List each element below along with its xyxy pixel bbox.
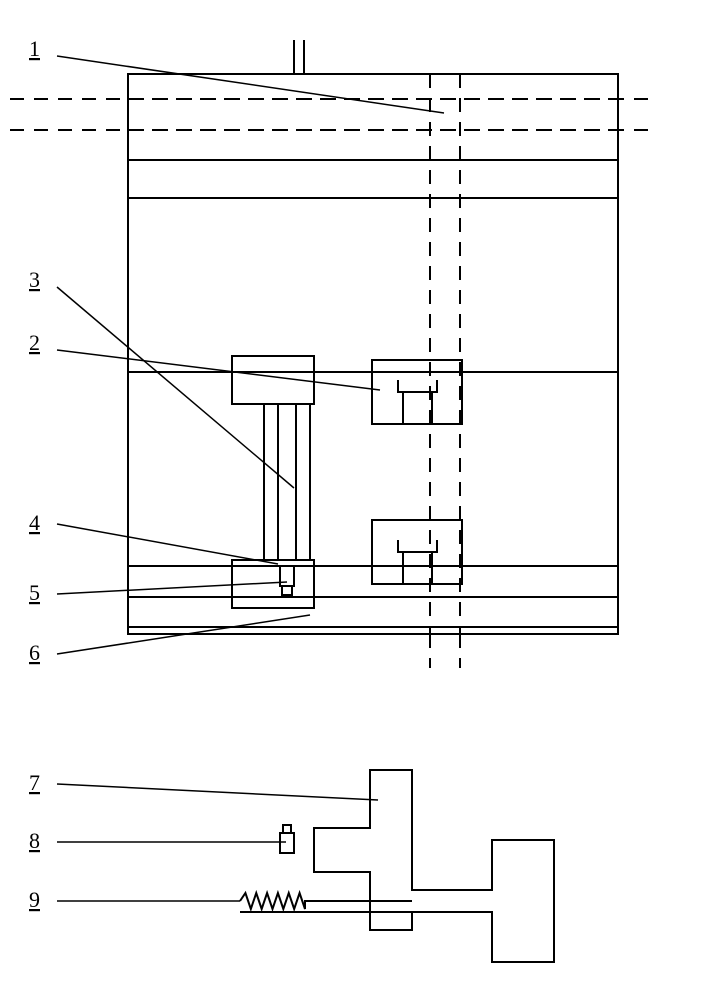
label-8: 8: [29, 828, 40, 853]
label-7: 7: [29, 770, 40, 795]
label-9: 9: [29, 887, 40, 912]
label-5: 5: [29, 580, 40, 605]
top-view: [10, 40, 658, 668]
side-view: [240, 770, 554, 962]
label-2: 2: [29, 330, 40, 355]
labels: 1 2 3 4 5 6 7 8 9: [29, 36, 444, 912]
label-1: 1: [29, 36, 40, 61]
label-3: 3: [29, 267, 40, 292]
label-6: 6: [29, 640, 40, 665]
label-4: 4: [29, 510, 40, 535]
